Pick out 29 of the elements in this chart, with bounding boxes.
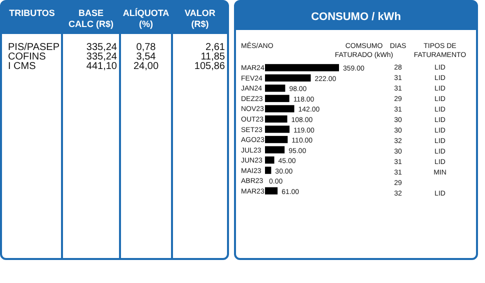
- text: ALÍQUOTA (%): [122, 8, 170, 29]
- text: 0,78: [136, 42, 156, 53]
- text: PIS/PASEP: [8, 42, 60, 53]
- text: 335,24: [86, 42, 118, 53]
- bar: [265, 187, 278, 194]
- text: I CMS: [8, 61, 36, 72]
- text: 105,86: [194, 61, 226, 72]
- bar: [265, 146, 285, 154]
- bar: [265, 74, 311, 82]
- text: COFINS: [8, 52, 46, 62]
- text: 441,10: [86, 61, 118, 72]
- text: 11,85: [200, 52, 226, 62]
- text: 24,00: [133, 61, 159, 72]
- text: 2,61: [206, 42, 226, 53]
- text: BASE CALC (R$): [68, 8, 114, 29]
- text: 335,24: [86, 52, 118, 62]
- text: VALOR (R$): [184, 8, 216, 29]
- chart-title: CONSUMO / kWh: [311, 11, 402, 23]
- text: TRIBUTOS: [9, 8, 55, 18]
- bar: [265, 105, 294, 112]
- bar: [265, 94, 290, 102]
- bar: [265, 84, 286, 92]
- bar: [265, 136, 288, 144]
- bar: [265, 166, 272, 174]
- bar: [265, 126, 290, 133]
- bar: [265, 64, 339, 72]
- bar: [265, 115, 288, 123]
- bar: [265, 156, 274, 164]
- text: 3,54: [136, 52, 156, 62]
